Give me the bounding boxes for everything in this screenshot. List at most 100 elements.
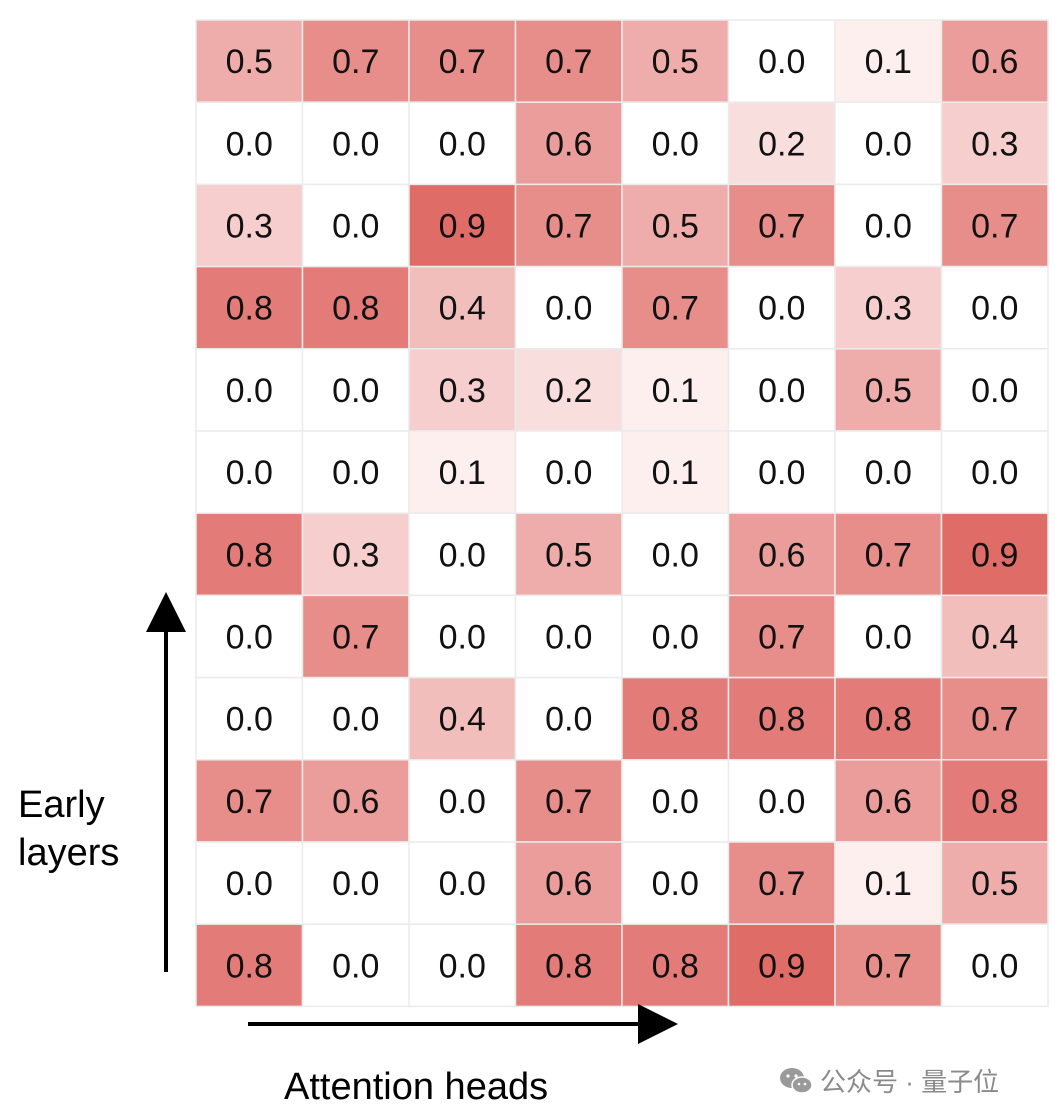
cell-value-label: 0.0 [971, 372, 1018, 410]
heatmap-cell [301, 183, 410, 268]
heatmap-cell [727, 923, 836, 1008]
heatmap-cell [408, 923, 517, 1008]
cell-value-label: 0.7 [439, 43, 486, 81]
cell-value-label: 0.8 [971, 783, 1018, 821]
heatmap-cell [301, 101, 410, 186]
cell-value-label: 0.0 [439, 536, 486, 574]
cell-value-label: 0.7 [758, 619, 805, 657]
heatmap-cell [940, 101, 1049, 186]
heatmap-cell [301, 19, 410, 103]
cell-value-label: 0.7 [545, 43, 592, 81]
cell-value-label: 0.7 [758, 208, 805, 246]
cell-value-label: 0.0 [865, 208, 912, 246]
cell-value-label: 0.3 [971, 125, 1018, 163]
cell-value-label: 0.9 [758, 947, 805, 985]
heatmap-cell [834, 759, 943, 843]
cell-value-label: 0.0 [652, 619, 699, 657]
cell-value-label: 0.0 [545, 290, 592, 328]
heatmap-cell [621, 348, 730, 432]
heatmap-cell [834, 512, 943, 597]
cell-value-label: 0.0 [332, 372, 379, 410]
heatmap-cell [621, 594, 730, 679]
heatmap-cell [834, 841, 943, 925]
cell-value-label: 0.7 [332, 43, 379, 81]
heatmap-cell [621, 512, 730, 597]
cell-value-label: 0.8 [865, 701, 912, 739]
heatmap-cell [301, 841, 410, 925]
heatmap-cell [514, 923, 623, 1008]
cell-value-label: 0.0 [226, 701, 273, 739]
cell-value-label: 0.7 [652, 290, 699, 328]
cell-value-label: 0.0 [971, 290, 1018, 328]
heatmap-cell [621, 183, 730, 268]
cell-value-label: 0.1 [652, 454, 699, 492]
heatmap-cell [195, 183, 304, 268]
cell-value-label: 0.7 [971, 701, 1018, 739]
cell-value-label: 0.2 [545, 372, 592, 410]
cell-value-label: 0.7 [545, 208, 592, 246]
watermark: 公众号 · 量子位 [778, 1062, 999, 1099]
y-axis-label: Early layers [18, 784, 120, 874]
cell-value-label: 0.7 [332, 619, 379, 657]
heatmap-cell [621, 759, 730, 843]
wechat-icon [780, 1067, 813, 1094]
cell-value-label: 0.0 [652, 865, 699, 903]
heatmap-cell [940, 594, 1049, 679]
cell-value-label: 0.9 [971, 536, 1018, 574]
cell-value-label: 0.8 [652, 701, 699, 739]
cell-value-label: 0.0 [439, 783, 486, 821]
cell-value-label: 0.8 [226, 536, 273, 574]
cell-value-label: 0.9 [439, 208, 486, 246]
heatmap-cell [514, 759, 623, 843]
cell-value-label: 0.0 [439, 947, 486, 985]
heatmap-cell [834, 430, 943, 514]
cell-value-label: 0.5 [865, 372, 912, 410]
cell-value-label: 0.6 [332, 783, 379, 821]
watermark-text: 公众号 · 量子位 [820, 1067, 1000, 1097]
cell-value-label: 0.0 [865, 125, 912, 163]
heatmap-cell [408, 759, 517, 843]
cell-value-label: 0.5 [226, 43, 273, 81]
cell-value-label: 0.0 [758, 43, 805, 81]
cell-value-label: 0.0 [439, 865, 486, 903]
heatmap-cell [834, 265, 943, 350]
heatmap-cell [301, 430, 410, 514]
heatmap-cell [195, 841, 304, 925]
heatmap-cell [195, 512, 304, 597]
heatmap-cell [408, 512, 517, 597]
cell-value-label: 0.5 [545, 536, 592, 574]
cell-value-label: 0.0 [971, 947, 1018, 985]
cell-value-label: 0.7 [971, 208, 1018, 246]
cell-value-label: 0.0 [865, 454, 912, 492]
cell-value-label: 0.0 [439, 125, 486, 163]
cell-value-label: 0.0 [758, 372, 805, 410]
heatmap-cells: 0.5 0.7 0.7 0.7 0.5 0.0 0.1 0.6 0.0 0.0 0.0 0.6 0.0 0… [195, 19, 1049, 1008]
cell-value-label: 0.0 [226, 372, 273, 410]
cell-value-label: 0.5 [652, 208, 699, 246]
cell-value-label: 0.8 [545, 947, 592, 985]
cell-value-label: 0.0 [652, 125, 699, 163]
heatmap-cell [940, 430, 1049, 514]
heatmap-cell [727, 183, 836, 268]
heatmap-cell [195, 923, 304, 1008]
cell-value-label: 0.0 [971, 454, 1018, 492]
cell-value-label: 0.0 [865, 619, 912, 657]
heatmap-cell [940, 348, 1049, 432]
heatmap-cell [940, 512, 1049, 597]
heatmap-cell [621, 676, 730, 761]
cell-value-label: 0.0 [226, 454, 273, 492]
heatmap-cell [940, 676, 1049, 761]
heatmap-cell [514, 265, 623, 350]
heatmap-cell [834, 348, 943, 432]
cell-value-label: 0.0 [332, 454, 379, 492]
cell-value-label: 0.7 [226, 783, 273, 821]
cell-value-label: 0.8 [226, 290, 273, 328]
heatmap-cell [727, 430, 836, 514]
heatmap-cell [514, 101, 623, 186]
cell-value-label: 0.5 [971, 865, 1018, 903]
cell-value-label: 0.0 [226, 865, 273, 903]
cell-value-label: 0.1 [652, 372, 699, 410]
heatmap-cell [301, 512, 410, 597]
cell-value-label: 0.0 [332, 208, 379, 246]
